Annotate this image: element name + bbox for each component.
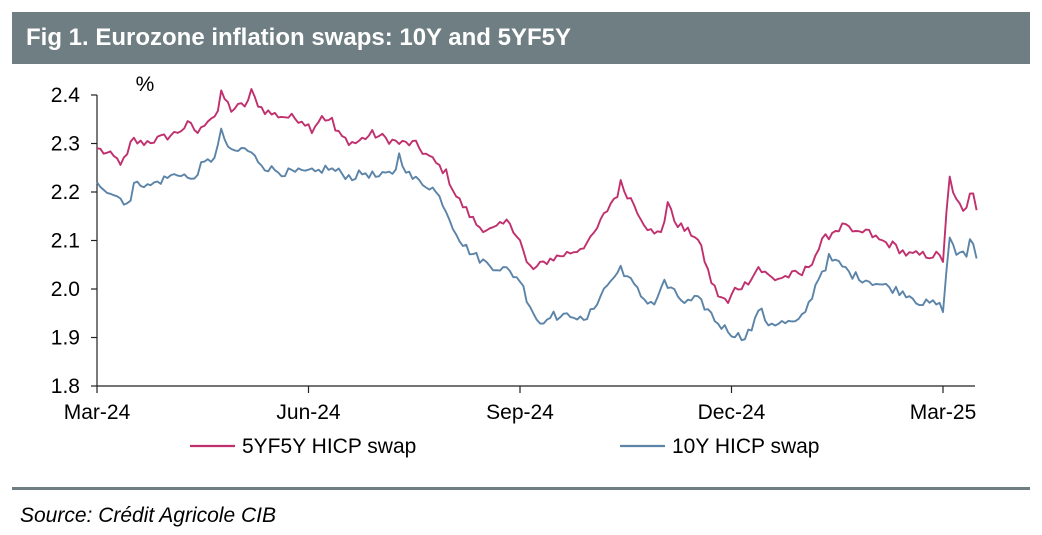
- series-layer: [96, 88, 978, 342]
- x-tick-label: Mar-24: [64, 401, 131, 424]
- source-note: Source: Crédit Agricole CIB: [20, 504, 276, 527]
- y-tick-label: 2.3: [51, 133, 80, 156]
- y-tick-label: 2.4: [51, 84, 81, 107]
- y-tick-label: 2.1: [51, 230, 80, 253]
- chart-svg: 1.8 1.9 2.0 2.1 2.2 2.3 2.4 Mar-24 Jun-24 Sep-24 D…: [51, 73, 978, 458]
- legend-label-10y: 10Y HICP swap: [672, 435, 819, 458]
- axes-layer: [91, 94, 975, 393]
- chart-title: Fig 1. Eurozone inflation swaps: 10Y and…: [26, 24, 572, 51]
- series-line-10y: [96, 127, 978, 342]
- y-tick-label: 2.2: [51, 181, 80, 204]
- y-tick-label: 1.9: [51, 327, 80, 350]
- bottom-divider: [12, 487, 1030, 490]
- x-tick-label: Dec-24: [698, 401, 766, 424]
- x-tick-label: Sep-24: [486, 401, 554, 424]
- series-line-5yf5y: [96, 88, 978, 304]
- x-tick-label: Mar-25: [910, 401, 977, 424]
- title-bar: Fig 1. Eurozone inflation swaps: 10Y and…: [12, 12, 1030, 64]
- x-tick-label: Jun-24: [276, 401, 341, 424]
- legend-label-5yf5y: 5YF5Y HICP swap: [242, 435, 416, 458]
- label-layer: 1.8 1.9 2.0 2.1 2.2 2.3 2.4 Mar-24 Jun-24 Sep-24 D…: [51, 73, 976, 458]
- y-tick-label: 1.8: [51, 375, 80, 398]
- y-axis-label: %: [136, 73, 155, 96]
- y-tick-label: 2.0: [51, 278, 80, 301]
